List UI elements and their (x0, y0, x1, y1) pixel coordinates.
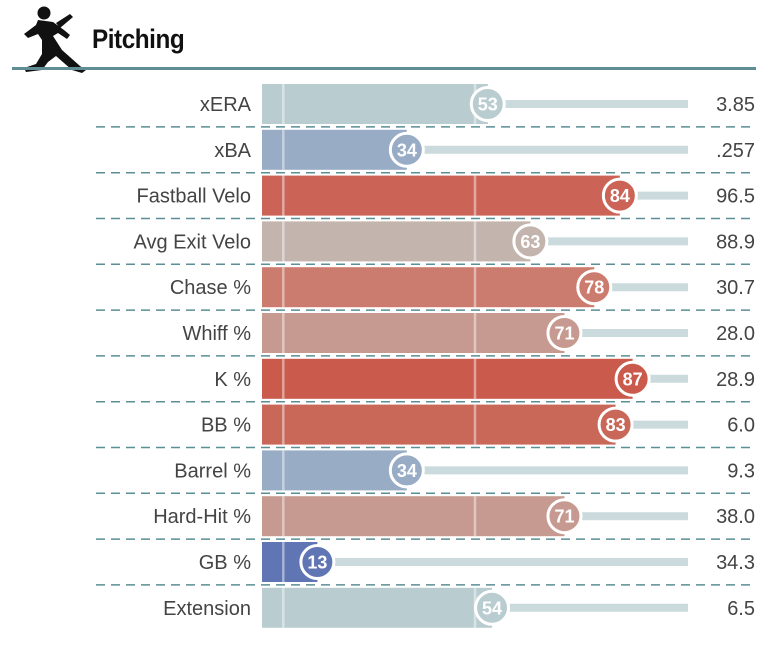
metric-label: Whiff % (182, 323, 251, 345)
metric-label: BB % (201, 415, 251, 437)
metric-label: xERA (200, 94, 252, 116)
percentile-label: 87 (623, 369, 643, 389)
metric-value: 38.0 (716, 506, 755, 528)
percentile-label: 53 (478, 95, 498, 115)
percentile-marker (597, 406, 634, 443)
metric-label: GB % (199, 552, 251, 574)
metric-value: .257 (716, 140, 755, 162)
metric-label: xBA (214, 140, 251, 162)
percentile-bar (262, 221, 531, 262)
percentile-bar (262, 587, 493, 628)
metric-label: Barrel % (174, 460, 251, 482)
metric-label: Chase % (170, 277, 251, 299)
percentile-bar (262, 313, 565, 353)
percentile-marker (546, 498, 583, 535)
percentile-bar (262, 84, 488, 124)
percentile-bar (262, 129, 407, 170)
percentile-marker (299, 544, 336, 580)
metric-label: Fastball Velo (136, 186, 251, 208)
percentile-label: 71 (554, 507, 574, 527)
metric-value: 34.3 (716, 552, 755, 574)
percentile-chart: 53 xERA 3.85 34 xBA .257 84 Fastball Velo 96.5 63… (96, 84, 756, 628)
section-header: Pitching (0, 0, 768, 73)
metric-value: 96.5 (716, 186, 755, 208)
percentile-label: 71 (554, 324, 574, 344)
metric-value: 28.9 (716, 369, 755, 391)
percentile-marker (469, 86, 506, 122)
percentile-label: 54 (482, 598, 502, 618)
metric-value: 88.9 (716, 231, 755, 253)
percentile-label: 13 (307, 553, 327, 573)
percentile-bar (262, 450, 407, 491)
metric-label: Avg Exit Velo (134, 231, 251, 253)
metric-label: Hard-Hit % (153, 506, 251, 528)
percentile-marker (614, 360, 651, 397)
metric-value: 9.3 (727, 460, 755, 482)
percentile-label: 34 (397, 461, 417, 481)
percentile-label: 63 (520, 232, 540, 252)
percentile-bar (262, 404, 616, 445)
pitcher-icon (24, 6, 86, 73)
metric-label: Extension (163, 598, 251, 620)
percentile-label: 84 (610, 186, 630, 206)
metric-value: 6.0 (727, 415, 755, 437)
percentile-bar (262, 358, 633, 399)
header-divider (12, 67, 756, 70)
chart-title: Pitching (92, 24, 185, 54)
percentile-bar (262, 267, 595, 308)
metric-value: 3.85 (716, 94, 755, 116)
percentile-marker (388, 452, 425, 489)
percentile-marker (388, 131, 425, 168)
percentile-marker (576, 269, 613, 306)
percentile-marker (512, 223, 549, 260)
metric-value: 30.7 (716, 277, 755, 299)
metric-value: 6.5 (727, 598, 755, 620)
percentile-bar (262, 496, 565, 537)
percentile-marker (474, 589, 511, 626)
metric-label: K % (214, 369, 251, 391)
percentile-label: 78 (584, 278, 604, 298)
percentile-label: 83 (606, 415, 626, 435)
metric-value: 28.0 (716, 323, 755, 345)
percentile-marker (546, 315, 583, 351)
percentile-bar (262, 175, 620, 216)
percentile-marker (601, 177, 638, 214)
percentile-label: 34 (397, 140, 417, 160)
